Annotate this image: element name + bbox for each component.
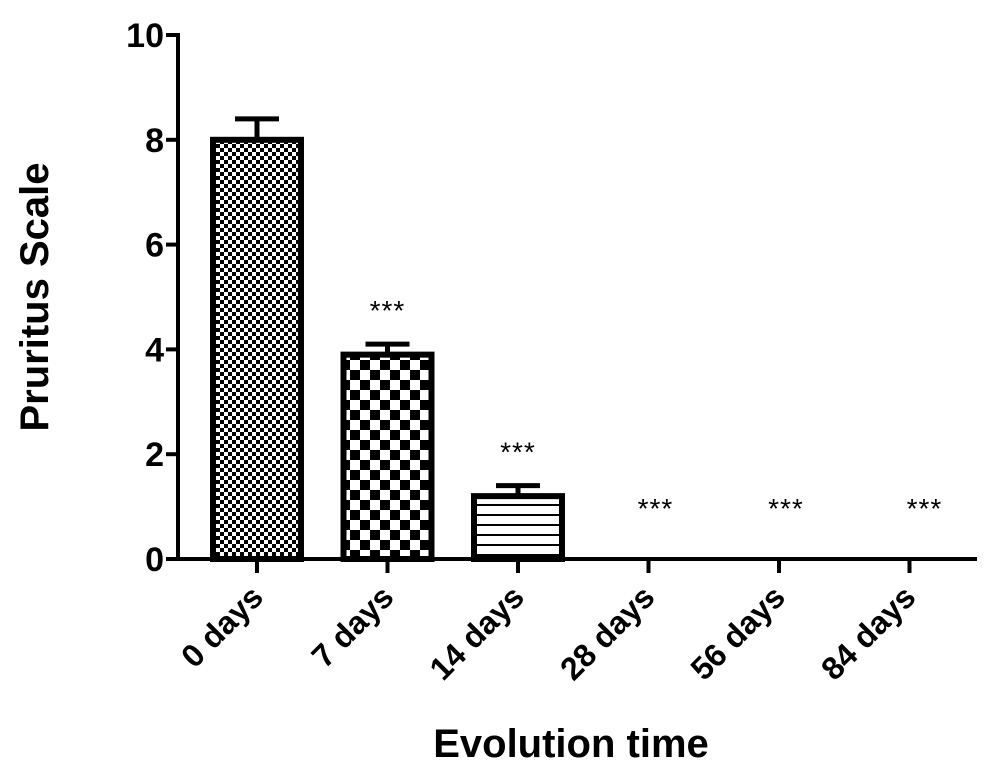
y-tick-label: 8 bbox=[145, 122, 164, 160]
significance-marker: *** bbox=[768, 493, 804, 524]
x-tick-label: 56 days bbox=[683, 578, 791, 686]
x-tick-label: 84 days bbox=[814, 578, 922, 686]
y-tick-label: 2 bbox=[145, 436, 164, 474]
x-tick-label: 14 days bbox=[422, 578, 530, 686]
significance-markers-group: *** *** *** *** *** bbox=[370, 295, 943, 524]
y-axis-title: Pruritus Scale bbox=[13, 162, 57, 431]
y-axis-title-group: Pruritus Scale bbox=[13, 162, 57, 431]
y-tick-label: 4 bbox=[145, 331, 164, 369]
bar-7-days bbox=[340, 351, 435, 563]
x-axis-title: Evolution time bbox=[433, 722, 709, 766]
x-tick-label: 7 days bbox=[305, 578, 401, 674]
x-tick-label: 0 days bbox=[174, 578, 270, 674]
x-axis: 0 days 7 days 14 days 28 days 56 days 84 days bbox=[174, 557, 977, 687]
error-bar-7-days bbox=[365, 341, 410, 355]
x-tick-label: 28 days bbox=[553, 578, 661, 686]
y-tick-label: 0 bbox=[145, 541, 164, 579]
error-bar-0-days bbox=[235, 116, 279, 140]
significance-marker: *** bbox=[370, 295, 406, 326]
significance-marker: *** bbox=[638, 493, 674, 524]
bar-14-days bbox=[471, 493, 565, 562]
error-bar-14-days bbox=[496, 483, 540, 497]
bar-0-days bbox=[210, 136, 304, 563]
y-tick-label: 10 bbox=[126, 17, 164, 55]
significance-marker: *** bbox=[907, 493, 943, 524]
error-bars-group bbox=[235, 116, 540, 497]
significance-marker: *** bbox=[500, 437, 536, 468]
y-tick-label: 6 bbox=[145, 227, 164, 265]
y-axis: 0 2 4 6 8 10 bbox=[126, 17, 180, 579]
